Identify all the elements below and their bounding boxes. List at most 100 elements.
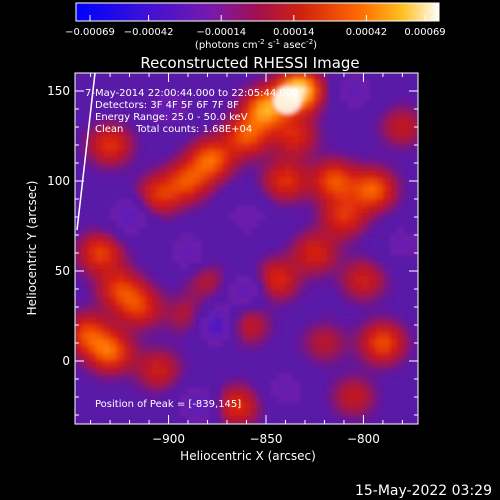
heatmap-cell <box>243 150 251 158</box>
heatmap-cell <box>152 374 160 382</box>
heatmap-cell <box>243 297 251 305</box>
heatmap-cell <box>341 164 349 172</box>
heatmap-cell <box>250 346 258 354</box>
heatmap-cell <box>355 409 363 417</box>
heatmap-cell <box>264 269 272 277</box>
heatmap-cell <box>264 248 272 256</box>
heatmap-cell <box>369 157 377 165</box>
heatmap-cell <box>285 73 293 81</box>
heatmap-cell <box>110 234 118 242</box>
heatmap-cell <box>264 143 272 151</box>
heatmap-cell <box>362 94 370 102</box>
heatmap-cell <box>75 262 83 270</box>
heatmap-cell <box>299 234 307 242</box>
heatmap-cell <box>250 381 258 389</box>
heatmap-cell <box>229 150 237 158</box>
heatmap-cell <box>306 325 314 333</box>
heatmap-cell <box>138 213 146 221</box>
heatmap-cell <box>208 325 216 333</box>
heatmap-cell <box>327 220 335 228</box>
heatmap-cell <box>103 248 111 256</box>
heatmap-cell <box>320 311 328 319</box>
heatmap-cell <box>383 276 391 284</box>
heatmap-cell <box>327 164 335 172</box>
heatmap-cell <box>180 353 188 361</box>
heatmap-cell <box>341 395 349 403</box>
heatmap-cell <box>145 192 153 200</box>
heatmap-cell <box>355 94 363 102</box>
heatmap-cell <box>229 381 237 389</box>
heatmap-cell <box>110 367 118 375</box>
heatmap-cell <box>96 157 104 165</box>
heatmap-cell <box>292 269 300 277</box>
heatmap-cell <box>369 122 377 130</box>
heatmap-cell <box>131 248 139 256</box>
heatmap-cell <box>313 332 321 340</box>
heatmap-cell <box>285 269 293 277</box>
heatmap-cell <box>194 164 202 172</box>
heatmap-cell <box>313 171 321 179</box>
heatmap-cell <box>306 262 314 270</box>
heatmap-cell <box>173 199 181 207</box>
heatmap-cell <box>243 332 251 340</box>
heatmap-cell <box>229 297 237 305</box>
heatmap-cell <box>173 108 181 116</box>
heatmap-cell <box>383 150 391 158</box>
heatmap-cell <box>390 199 398 207</box>
heatmap-cell <box>320 213 328 221</box>
heatmap-cell <box>327 136 335 144</box>
heatmap-cell <box>285 185 293 193</box>
heatmap-cell <box>110 332 118 340</box>
heatmap-cell <box>194 178 202 186</box>
heatmap-cell <box>236 283 244 291</box>
heatmap-cell <box>250 108 258 116</box>
heatmap-cell <box>271 185 279 193</box>
heatmap-cell <box>89 360 97 368</box>
heatmap-cell <box>117 255 125 263</box>
heatmap-cell <box>173 311 181 319</box>
heatmap-cell <box>243 101 251 109</box>
heatmap-cell <box>313 325 321 333</box>
heatmap-cell <box>362 409 370 417</box>
heatmap-cell <box>215 122 223 130</box>
heatmap-cell <box>89 136 97 144</box>
heatmap-cell <box>299 136 307 144</box>
heatmap-cell <box>75 332 83 340</box>
heatmap-cell <box>334 318 342 326</box>
heatmap-cell <box>131 220 139 228</box>
heatmap-cell <box>306 206 314 214</box>
heatmap-cell <box>145 374 153 382</box>
heatmap-cell <box>250 101 258 109</box>
heatmap-cell <box>397 136 405 144</box>
heatmap-cell <box>313 129 321 137</box>
heatmap-cell <box>96 339 104 347</box>
heatmap-cell <box>103 346 111 354</box>
heatmap-cell <box>334 353 342 361</box>
heatmap-cell <box>397 171 405 179</box>
heatmap-cell <box>173 171 181 179</box>
heatmap-cell <box>82 311 90 319</box>
heatmap-cell <box>348 297 356 305</box>
heatmap-cell <box>187 234 195 242</box>
heatmap-cell <box>383 206 391 214</box>
heatmap-cell <box>348 353 356 361</box>
heatmap-cell <box>320 360 328 368</box>
heatmap-cell <box>222 164 230 172</box>
heatmap-cell <box>117 374 125 382</box>
heatmap-cell <box>194 185 202 193</box>
heatmap-cell <box>96 346 104 354</box>
heatmap-cell <box>362 262 370 270</box>
heatmap-cell <box>222 178 230 186</box>
heatmap-cell <box>390 234 398 242</box>
heatmap-cell <box>208 269 216 277</box>
heatmap-cell <box>257 325 265 333</box>
heatmap-cell <box>313 241 321 249</box>
heatmap-cell <box>376 388 384 396</box>
heatmap-cell <box>82 290 90 298</box>
heatmap-cell <box>187 255 195 263</box>
heatmap-cell <box>208 283 216 291</box>
heatmap-cell <box>376 325 384 333</box>
heatmap-cell <box>411 248 418 256</box>
heatmap-cell <box>131 360 139 368</box>
heatmap-cell <box>334 234 342 242</box>
